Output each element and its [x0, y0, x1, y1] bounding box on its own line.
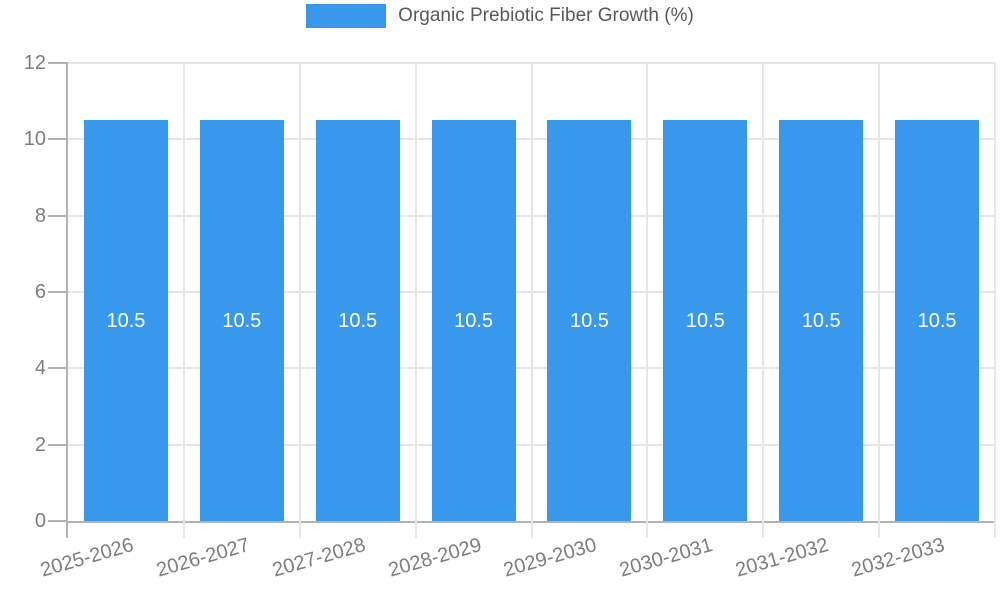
- gridline-x: [878, 63, 881, 521]
- x-tick-mark: [646, 521, 649, 538]
- bar[interactable]: [779, 120, 864, 521]
- bar-value-label: 10.5: [338, 309, 378, 332]
- y-tick-mark: [48, 62, 68, 64]
- x-tick-mark: [182, 521, 185, 538]
- x-tick-mark: [66, 521, 68, 538]
- gridline-x: [414, 63, 417, 521]
- bar-value-label: 10.5: [917, 309, 957, 332]
- y-tick-label: 10: [23, 128, 46, 151]
- y-tick-mark: [48, 214, 68, 217]
- x-tick-mark: [530, 521, 533, 538]
- gridline-x: [298, 63, 301, 521]
- legend: Organic Prebiotic Fiber Growth (%): [0, 0, 1000, 32]
- bar[interactable]: [895, 120, 980, 521]
- y-tick-label: 6: [34, 281, 46, 303]
- gridline-x: [530, 63, 533, 521]
- gridline-x: [994, 63, 996, 521]
- bar-value-label: 10.5: [222, 309, 262, 332]
- bar[interactable]: [199, 120, 284, 521]
- bar-value-label: 10.5: [569, 309, 609, 332]
- legend-item[interactable]: Organic Prebiotic Fiber Growth (%): [306, 4, 694, 28]
- y-tick-mark: [48, 138, 68, 141]
- bar-value-label: 10.5: [685, 309, 725, 332]
- gridline-x: [646, 63, 649, 521]
- x-tick-mark: [414, 521, 417, 538]
- legend-label: Organic Prebiotic Fiber Growth (%): [398, 5, 694, 26]
- gridline-x: [762, 63, 765, 521]
- x-tick-mark: [878, 521, 881, 538]
- y-tick-mark: [48, 520, 68, 522]
- bar[interactable]: [547, 120, 632, 521]
- y-tick-mark: [48, 291, 68, 293]
- bar-value-label: 10.5: [106, 309, 146, 332]
- y-axis-line: [66, 63, 68, 523]
- bar-value-label: 10.5: [454, 309, 494, 332]
- x-tick-mark: [994, 521, 996, 538]
- y-tick-label: 12: [23, 52, 46, 74]
- plot-area: 10.5 10.5 10.5 10.5 10.5 10.5 10.5 10.5: [68, 62, 996, 521]
- bar[interactable]: [83, 120, 168, 521]
- bar[interactable]: [315, 120, 400, 521]
- y-tick-label: 8: [34, 204, 46, 227]
- x-tick-mark: [298, 521, 301, 538]
- y-tick-label: 0: [34, 510, 46, 532]
- bar[interactable]: [431, 120, 516, 521]
- legend-swatch: [306, 4, 387, 28]
- y-tick-label: 4: [34, 357, 46, 380]
- x-tick-mark: [762, 521, 765, 538]
- gridline-x: [182, 63, 185, 521]
- bar[interactable]: [663, 120, 748, 521]
- bar-value-label: 10.5: [801, 309, 841, 332]
- y-tick-mark: [48, 367, 68, 370]
- y-tick-label: 2: [34, 433, 46, 456]
- y-tick-mark: [48, 443, 68, 446]
